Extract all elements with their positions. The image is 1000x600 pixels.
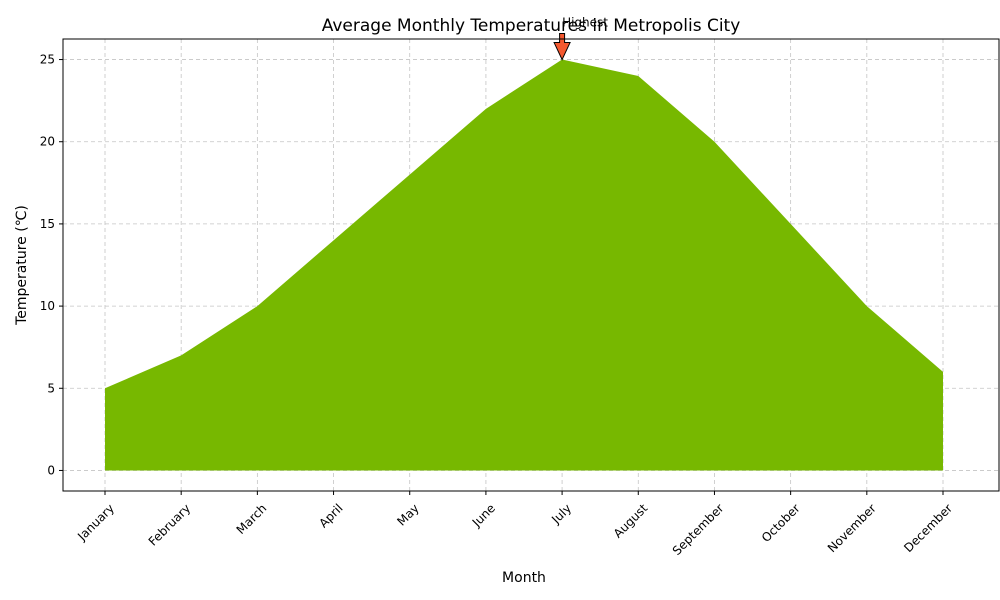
x-axis-label: Month	[502, 570, 546, 586]
x-tick-label: March	[234, 501, 270, 537]
area-series	[105, 59, 943, 471]
x-tick-label: July	[548, 501, 574, 527]
x-tick-label: April	[316, 501, 345, 530]
x-tick-label: January	[74, 501, 117, 544]
x-tick-label: June	[469, 501, 498, 530]
plot-frame	[62, 38, 1000, 492]
chart-title: Average Monthly Temperatures in Metropol…	[322, 16, 741, 36]
x-tick-label: May	[394, 501, 421, 528]
x-axis-ticks: January February March April May June July Augu…	[74, 491, 955, 558]
annotation-arrow	[553, 33, 571, 61]
y-tick-label: 0	[47, 463, 55, 477]
y-tick-label: 25	[40, 53, 55, 67]
x-tick-label: December	[901, 501, 955, 555]
y-axis-ticks: 0 5 10 15 20 25	[40, 53, 63, 477]
y-tick-label: 10	[40, 299, 55, 313]
area-fill	[105, 59, 943, 471]
annotation: Highest	[553, 16, 608, 61]
y-tick-label: 20	[40, 135, 55, 149]
x-tick-label: October	[759, 501, 803, 545]
y-tick-label: 15	[40, 217, 55, 231]
x-tick-label: February	[146, 501, 194, 549]
x-tick-label: August	[611, 501, 651, 541]
x-tick-label: November	[825, 501, 879, 555]
y-axis-label: Temperature (℃)	[14, 205, 30, 326]
annotation-label: Highest	[562, 16, 608, 30]
y-tick-label: 5	[47, 381, 55, 395]
x-tick-label: September	[670, 501, 727, 558]
